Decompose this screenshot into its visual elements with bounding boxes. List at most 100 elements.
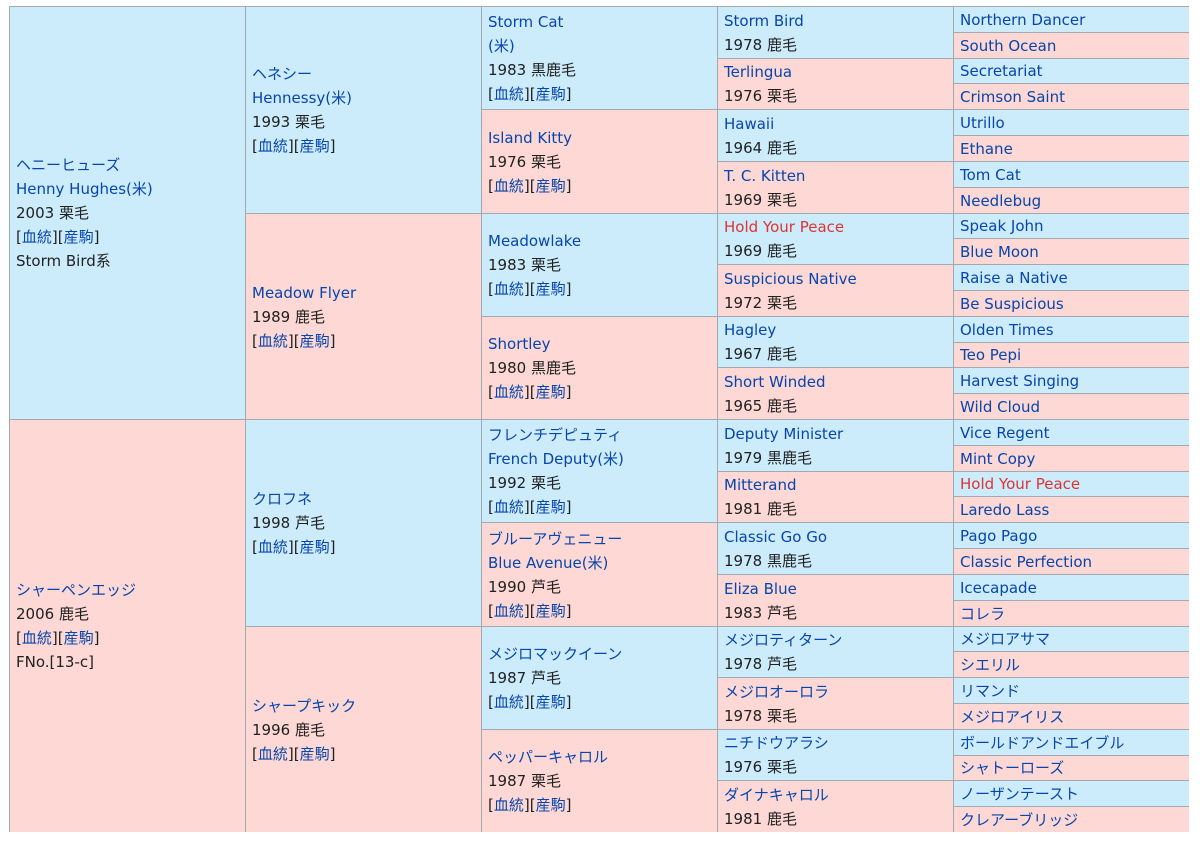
- horse-name[interactable]: メジロアイリス: [960, 707, 1065, 726]
- horse-name[interactable]: Meadowlake: [488, 232, 582, 250]
- horse-name[interactable]: フレンチデピュティ: [488, 426, 623, 444]
- horse-name[interactable]: Terlingua: [724, 63, 793, 81]
- horse-name[interactable]: ボールドアンドエイブル: [960, 733, 1125, 752]
- horse-name[interactable]: Storm Bird: [724, 11, 804, 30]
- bloodline-link[interactable]: 血統: [493, 85, 524, 103]
- horse-name[interactable]: Vice Regent: [960, 423, 1050, 442]
- horse-name[interactable]: Shortley: [488, 335, 551, 353]
- horse-name[interactable]: ブルーアヴェニュー: [488, 529, 623, 548]
- horse-name[interactable]: Speak John: [960, 217, 1044, 235]
- horse-name-en[interactable]: (米): [488, 37, 515, 55]
- horse-name[interactable]: シャープキック: [252, 696, 357, 715]
- bloodline-link[interactable]: 血統: [493, 498, 524, 516]
- horse-name[interactable]: Icecapade: [960, 578, 1037, 597]
- horse-info: 1969 栗毛: [724, 190, 797, 209]
- horse-name[interactable]: Raise a Native: [960, 268, 1068, 287]
- horse-name[interactable]: Be Suspicious: [960, 294, 1064, 313]
- horse-name[interactable]: Blue Moon: [960, 242, 1039, 261]
- horse-name[interactable]: シエリル: [960, 655, 1021, 674]
- bloodline-link[interactable]: 血統: [21, 629, 52, 647]
- cell-content: Speak John: [954, 214, 1189, 238]
- progeny-link[interactable]: 産駒: [535, 383, 566, 401]
- horse-name[interactable]: Classic Go Go: [724, 527, 828, 546]
- horse-name-jp[interactable]: シャーペンエッジ: [16, 581, 137, 599]
- horse-name[interactable]: Storm Cat: [488, 13, 564, 31]
- horse-name[interactable]: Harvest Singing: [960, 371, 1080, 390]
- horse-name-en[interactable]: Blue Avenue(米): [488, 553, 609, 572]
- horse-name[interactable]: Mint Copy: [960, 449, 1036, 468]
- horse-name-en[interactable]: French Deputy(米): [488, 450, 624, 468]
- horse-name[interactable]: クレアーブリッジ: [960, 810, 1079, 829]
- horse-name[interactable]: Hawaii: [724, 114, 775, 133]
- horse-name[interactable]: Laredo Lass: [960, 500, 1050, 519]
- bloodline-link[interactable]: 血統: [257, 538, 288, 556]
- horse-name[interactable]: Mitterand: [724, 476, 797, 494]
- horse-name[interactable]: メジロティターン: [724, 631, 843, 649]
- horse-name[interactable]: シャトーローズ: [960, 759, 1065, 777]
- horse-name-jp[interactable]: ヘネシー: [252, 65, 313, 83]
- horse-name[interactable]: ニチドウアラシ: [724, 734, 829, 752]
- progeny-link[interactable]: 産駒: [299, 538, 330, 556]
- pedigree-cell-gen4: Hagley 1967 鹿毛: [718, 317, 953, 367]
- horse-name[interactable]: メジロオーロラ: [724, 682, 830, 701]
- horse-name-jp[interactable]: ヘニーヒューズ: [16, 156, 121, 174]
- bloodline-link[interactable]: 血統: [493, 383, 524, 401]
- horse-name[interactable]: コレラ: [960, 604, 1006, 623]
- horse-name[interactable]: Ethane: [960, 139, 1013, 158]
- horse-name[interactable]: Teo Pepi: [960, 346, 1022, 364]
- progeny-link[interactable]: 産駒: [299, 331, 330, 350]
- horse-name[interactable]: Northern Dancer: [960, 10, 1086, 29]
- horse-name[interactable]: Needlebug: [960, 191, 1042, 210]
- horse-name[interactable]: ダイナキャロル: [724, 785, 829, 804]
- progeny-link[interactable]: 産駒: [535, 280, 566, 298]
- bloodline-link[interactable]: 血統: [257, 331, 288, 350]
- horse-name[interactable]: Utrillo: [960, 113, 1005, 132]
- horse-name[interactable]: メジロアサマ: [960, 630, 1051, 648]
- bloodline-link[interactable]: 血統: [493, 796, 524, 814]
- horse-name[interactable]: Wild Cloud: [960, 397, 1040, 416]
- bloodline-link[interactable]: 血統: [257, 137, 288, 155]
- horse-name[interactable]: Tom Cat: [960, 165, 1021, 184]
- bloodline-link[interactable]: 血統: [257, 744, 288, 763]
- horse-name[interactable]: ノーザンテースト: [960, 784, 1079, 803]
- progeny-link[interactable]: 産駒: [535, 498, 566, 516]
- horse-name[interactable]: Hagley: [724, 321, 777, 339]
- bloodline-link[interactable]: 血統: [493, 693, 524, 711]
- horse-name[interactable]: クロフネ: [252, 490, 313, 508]
- progeny-link[interactable]: 産駒: [299, 744, 330, 763]
- horse-name[interactable]: Olden Times: [960, 320, 1054, 339]
- bloodline-link[interactable]: 血統: [21, 228, 52, 246]
- horse-name[interactable]: South Ocean: [960, 36, 1057, 55]
- progeny-link[interactable]: 産駒: [535, 85, 566, 103]
- bloodline-link[interactable]: 血統: [493, 176, 524, 195]
- horse-name[interactable]: Deputy Minister: [724, 424, 844, 443]
- horse-name[interactable]: ペッパーキャロル: [488, 748, 609, 766]
- horse-name[interactable]: Crimson Saint: [960, 87, 1065, 106]
- horse-name[interactable]: メジロマックイーン: [488, 645, 623, 663]
- progeny-link[interactable]: 産駒: [535, 176, 566, 195]
- progeny-link[interactable]: 産駒: [535, 796, 566, 814]
- progeny-link[interactable]: 産駒: [535, 693, 566, 711]
- horse-name[interactable]: T. C. Kitten: [724, 166, 806, 185]
- progeny-link[interactable]: 産駒: [299, 137, 330, 155]
- horse-name-en[interactable]: Hennessy(米): [252, 89, 352, 107]
- pedigree-cell-gen5: Needlebug: [954, 188, 1189, 213]
- horse-name[interactable]: リマンド: [960, 681, 1021, 700]
- horse-name[interactable]: Hold Your Peace: [724, 218, 845, 236]
- horse-name[interactable]: Secretariat: [960, 62, 1043, 80]
- bloodline-link[interactable]: 血統: [493, 280, 524, 298]
- progeny-link[interactable]: 産駒: [535, 601, 566, 620]
- horse-name[interactable]: Island Kitty: [488, 128, 573, 147]
- horse-name[interactable]: Short Winded: [724, 372, 826, 391]
- horse-name[interactable]: Eliza Blue: [724, 579, 797, 598]
- horse-name[interactable]: Classic Perfection: [960, 552, 1093, 571]
- progeny-link[interactable]: 産駒: [63, 228, 94, 246]
- horse-name[interactable]: Hold Your Peace: [960, 475, 1081, 493]
- bracket-open: [: [529, 601, 536, 620]
- bloodline-link[interactable]: 血統: [493, 601, 524, 620]
- horse-name[interactable]: Suspicious Native: [724, 269, 857, 288]
- progeny-link[interactable]: 産駒: [63, 629, 94, 647]
- horse-name[interactable]: Pago Pago: [960, 526, 1038, 545]
- horse-name[interactable]: Meadow Flyer: [252, 283, 357, 302]
- horse-name-en[interactable]: Henny Hughes(米): [16, 180, 153, 198]
